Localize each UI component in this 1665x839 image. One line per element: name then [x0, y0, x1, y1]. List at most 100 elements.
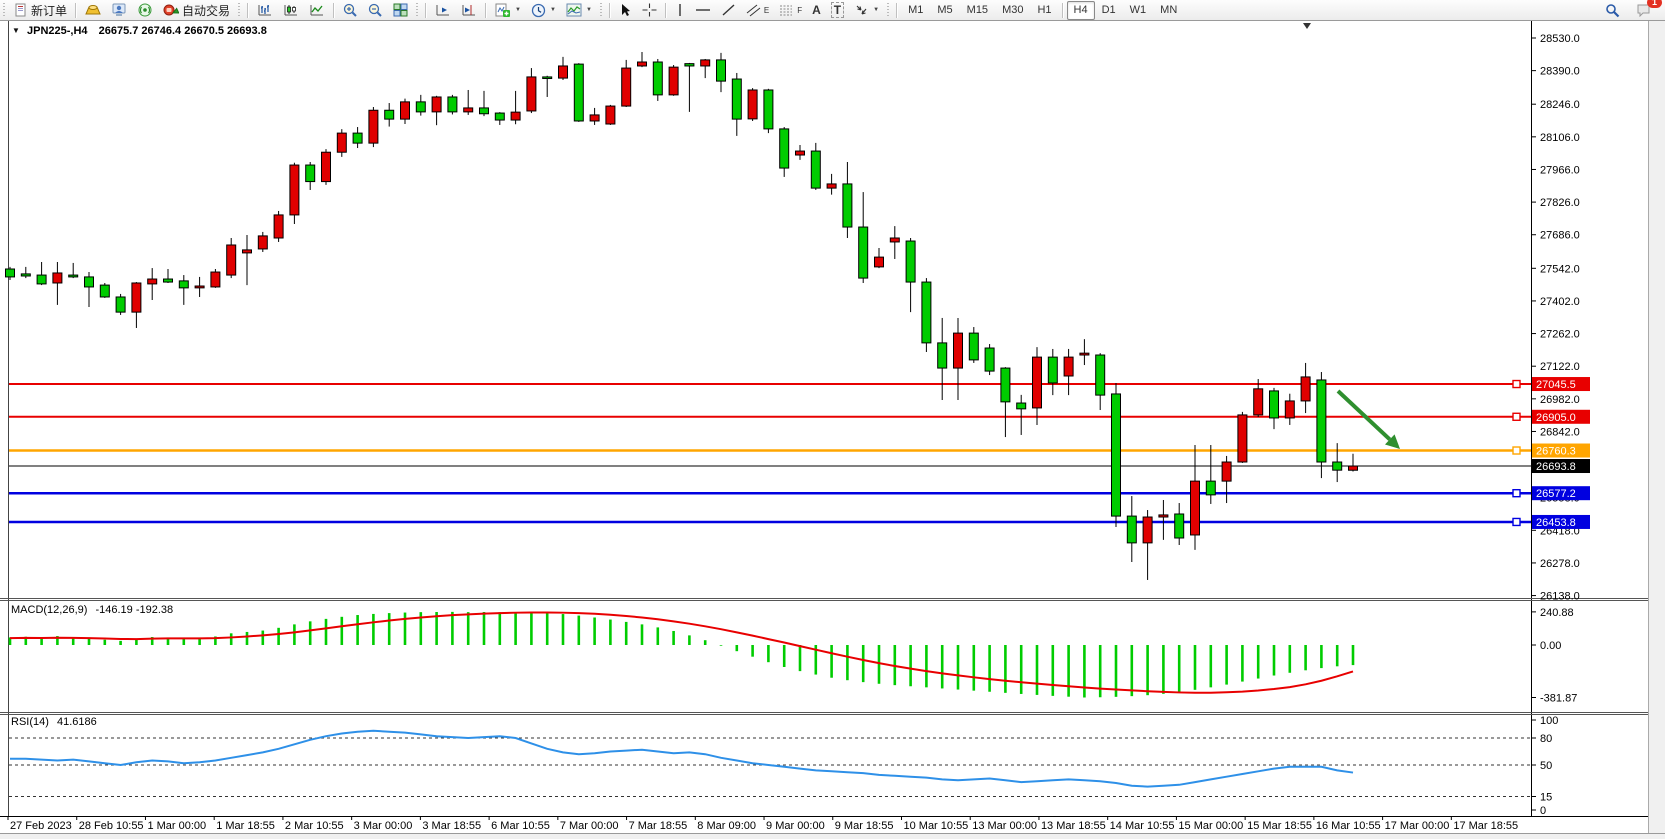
- svg-text:3 Mar 00:00: 3 Mar 00:00: [354, 820, 413, 832]
- macd-signal-line: [9, 611, 1354, 694]
- svg-text:26278.0: 26278.0: [1540, 558, 1580, 570]
- clock-icon: [531, 3, 546, 17]
- rsi-indicator-label: RSI(14) 41.6186: [11, 716, 97, 728]
- dropdown-caret-icon: ▼: [873, 7, 880, 13]
- zoom-in-button[interactable]: [338, 0, 363, 20]
- gold-ingot-icon: [85, 5, 101, 15]
- fibonacci-icon: [780, 5, 793, 16]
- timeframe-m30-button[interactable]: M30: [1002, 3, 1024, 16]
- timeframe-mn-button[interactable]: MN: [1160, 3, 1178, 16]
- svg-text:50: 50: [1540, 760, 1552, 772]
- toolbar-grip[interactable]: [237, 3, 243, 17]
- horizontal-line-tool-button[interactable]: [690, 0, 716, 20]
- candlestick-chart-button[interactable]: [278, 0, 304, 20]
- svg-text:14 Mar 10:55: 14 Mar 10:55: [1110, 820, 1175, 832]
- timeframe-m1-button[interactable]: M1: [908, 3, 924, 16]
- svg-text:9 Mar 00:00: 9 Mar 00:00: [766, 820, 825, 832]
- svg-text:1 Mar 18:55: 1 Mar 18:55: [216, 820, 275, 832]
- dropdown-caret-icon: ▼: [549, 7, 556, 13]
- add-indicator-button[interactable]: ▼: [490, 0, 526, 20]
- template-button[interactable]: ▼: [561, 0, 597, 20]
- chart-title: ▼ JPN225-,H4 26675.7 26746.4 26670.5 266…: [12, 25, 267, 37]
- add-indicator-icon: [495, 3, 511, 17]
- search-button[interactable]: [1600, 0, 1625, 20]
- text-tool-icon: A: [812, 3, 821, 17]
- svg-text:26138.0: 26138.0: [1540, 591, 1580, 603]
- svg-text:8 Mar 09:00: 8 Mar 09:00: [697, 820, 756, 832]
- svg-text:10 Mar 10:55: 10 Mar 10:55: [903, 820, 968, 832]
- rsi-panel: 100 80 50 150: [9, 715, 1558, 817]
- auto-trading-button[interactable]: 自动交易: [158, 0, 235, 20]
- signals-button[interactable]: [132, 0, 158, 20]
- separator: [333, 2, 336, 18]
- chart-shift-button[interactable]: [456, 0, 482, 20]
- timeframe-m5-button[interactable]: M5: [937, 3, 953, 16]
- cursor-icon: [621, 4, 630, 16]
- user-terminal-icon: [112, 3, 126, 16]
- svg-text:28390.0: 28390.0: [1540, 66, 1580, 78]
- line-chart-icon: [310, 5, 324, 16]
- new-order-button[interactable]: 新订单: [9, 0, 72, 20]
- separator: [664, 2, 667, 18]
- deposit-button[interactable]: [80, 0, 106, 20]
- timeframe-w1-button[interactable]: W1: [1129, 3, 1147, 16]
- svg-text:26982.0: 26982.0: [1540, 394, 1580, 406]
- auto-scroll-button[interactable]: [430, 0, 456, 20]
- zoom-in-icon: [343, 3, 357, 17]
- equidistant-channel-tool-button[interactable]: E: [741, 0, 774, 20]
- bar-chart-button[interactable]: [252, 0, 278, 20]
- time-axis: 27 Feb 2023 28 Feb 10:55 1 Mar 00:00 1 Mar …: [7, 816, 1518, 832]
- vertical-line-tool-button[interactable]: [670, 0, 690, 20]
- svg-text:0.00: 0.00: [1540, 640, 1561, 652]
- text-label-tool-button[interactable]: T: [826, 0, 849, 20]
- fibonacci-suffix-label: F: [797, 5, 803, 15]
- timeframe-h4-button[interactable]: H4: [1066, 0, 1095, 20]
- price-levels-layer: [9, 379, 1531, 527]
- arrows-tool-button[interactable]: ▼: [849, 0, 884, 20]
- timeframe-m15-button[interactable]: M15: [966, 3, 989, 16]
- timeframe-h1-button[interactable]: H1: [1037, 3, 1052, 16]
- svg-text:27 Feb 2023: 27 Feb 2023: [10, 820, 72, 832]
- rsi-line: [10, 729, 1354, 788]
- svg-text:28106.0: 28106.0: [1540, 132, 1580, 144]
- svg-text:28 Feb 10:55: 28 Feb 10:55: [79, 820, 144, 832]
- toolbar-grip[interactable]: [415, 3, 421, 17]
- svg-text:27402.0: 27402.0: [1540, 296, 1580, 308]
- rsi-name: RSI(14): [11, 716, 49, 728]
- zoom-out-button[interactable]: [363, 0, 388, 20]
- svg-text:28246.0: 28246.0: [1540, 99, 1580, 111]
- svg-text:7 Mar 18:55: 7 Mar 18:55: [629, 820, 688, 832]
- period-button[interactable]: ▼: [526, 0, 561, 20]
- toolbar-grip[interactable]: [2, 3, 7, 17]
- trendline-tool-button[interactable]: [716, 0, 741, 20]
- separator: [247, 2, 250, 18]
- svg-text:27826.0: 27826.0: [1540, 197, 1580, 209]
- macd-values: -146.19 -192.38: [95, 604, 174, 616]
- toolbar-grip[interactable]: [886, 3, 892, 17]
- fibonacci-tool-button[interactable]: F: [774, 0, 807, 20]
- notifications-button[interactable]: 1: [1631, 0, 1662, 20]
- arrows-tool-icon: [856, 5, 867, 15]
- svg-text:15 Mar 00:00: 15 Mar 00:00: [1178, 820, 1243, 832]
- separator: [896, 2, 899, 18]
- svg-text:13 Mar 00:00: 13 Mar 00:00: [972, 820, 1037, 832]
- timeframe-d1-button[interactable]: D1: [1101, 3, 1116, 16]
- separator: [75, 2, 78, 18]
- tile-windows-button[interactable]: [388, 0, 413, 20]
- toolbar-grip[interactable]: [598, 3, 604, 17]
- svg-text:13 Mar 18:55: 13 Mar 18:55: [1041, 820, 1106, 832]
- separator: [485, 2, 488, 18]
- crosshair-tool-button[interactable]: [637, 0, 662, 20]
- line-chart-button[interactable]: [304, 0, 330, 20]
- cursor-tool-button[interactable]: [614, 0, 637, 20]
- svg-text:27122.0: 27122.0: [1540, 361, 1580, 373]
- accounts-button[interactable]: [106, 0, 132, 20]
- svg-text:26842.0: 26842.0: [1540, 426, 1580, 438]
- symbol-dropdown-icon[interactable]: ▼: [12, 26, 20, 35]
- svg-text:100: 100: [1540, 715, 1558, 727]
- svg-text:240.88: 240.88: [1540, 607, 1574, 619]
- svg-text:26577.2: 26577.2: [1536, 488, 1576, 500]
- text-tool-button[interactable]: A: [807, 0, 826, 20]
